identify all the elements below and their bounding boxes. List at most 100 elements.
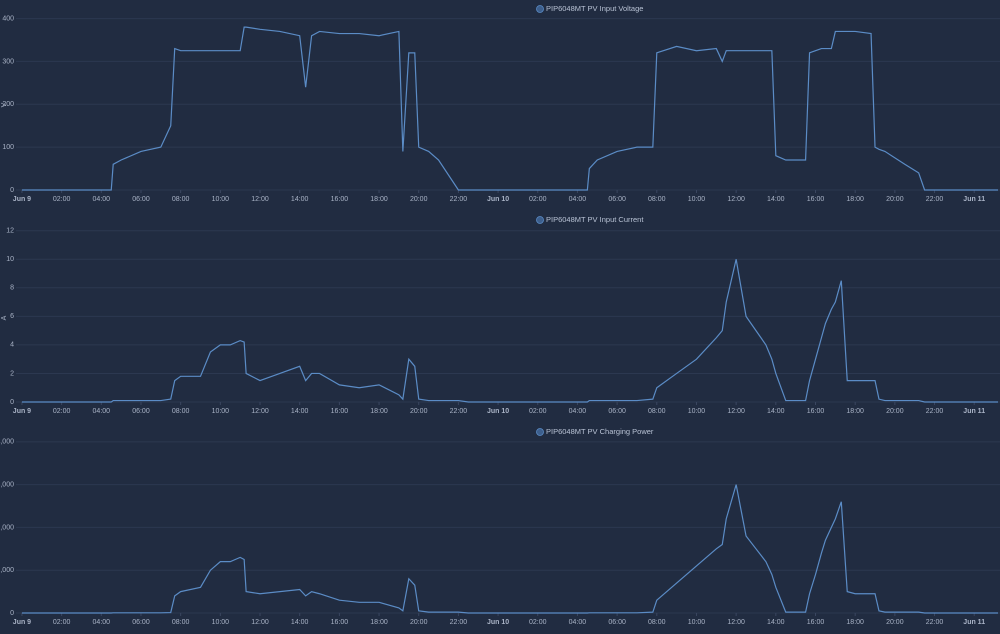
legend-marker xyxy=(536,428,544,436)
x-tick-label: 18:00 xyxy=(846,408,864,415)
y-tick-label: 2,000 xyxy=(0,524,14,531)
x-tick-label: 04:00 xyxy=(569,196,587,203)
x-tick-label: Jun 9 xyxy=(13,408,31,415)
x-tick-label: 04:00 xyxy=(93,619,111,626)
x-tick-label: Jun 10 xyxy=(487,619,509,626)
x-tick-label: 10:00 xyxy=(688,196,706,203)
series-line xyxy=(21,259,999,403)
x-tick-label: 12:00 xyxy=(251,619,269,626)
x-tick-label: 16:00 xyxy=(807,408,825,415)
x-tick-label: Jun 11 xyxy=(963,196,985,203)
y-tick-label: 10 xyxy=(6,256,14,263)
x-tick-label: 20:00 xyxy=(410,408,428,415)
x-tick-label: Jun 10 xyxy=(487,408,509,415)
x-tick-label: 06:00 xyxy=(132,196,150,203)
x-tick-label: 06:00 xyxy=(132,408,150,415)
y-tick-label: 200 xyxy=(2,101,14,108)
x-tick-label: 06:00 xyxy=(132,619,150,626)
y-tick-label: 100 xyxy=(2,144,14,151)
y-tick-label: 4,000 xyxy=(0,439,14,446)
x-tick-label: 06:00 xyxy=(608,619,626,626)
x-tick-label: Jun 11 xyxy=(963,619,985,626)
y-tick-label: 1,000 xyxy=(0,567,14,574)
x-tick-label: 18:00 xyxy=(370,619,388,626)
x-tick-label: 06:00 xyxy=(608,196,626,203)
series-line xyxy=(21,26,999,191)
x-tick-label: 16:00 xyxy=(331,408,349,415)
y-tick-label: 12 xyxy=(6,228,14,235)
x-tick-label: 22:00 xyxy=(926,408,944,415)
y-tick-label: 8 xyxy=(10,285,14,292)
x-tick-label: 20:00 xyxy=(886,619,904,626)
x-tick-label: 18:00 xyxy=(846,619,864,626)
x-tick-label: 10:00 xyxy=(212,619,230,626)
x-tick-label: 08:00 xyxy=(648,408,666,415)
x-tick-label: 02:00 xyxy=(53,408,71,415)
x-tick-label: 20:00 xyxy=(886,196,904,203)
legend-marker xyxy=(536,216,544,224)
x-tick-label: 18:00 xyxy=(846,196,864,203)
x-tick-label: 10:00 xyxy=(688,619,706,626)
x-tick-label: 04:00 xyxy=(93,408,111,415)
x-tick-label: 20:00 xyxy=(410,619,428,626)
x-tick-label: 18:00 xyxy=(370,408,388,415)
x-tick-label: 10:00 xyxy=(688,408,706,415)
x-tick-label: 02:00 xyxy=(53,619,71,626)
x-tick-label: 04:00 xyxy=(569,408,587,415)
x-tick-label: Jun 9 xyxy=(13,196,31,203)
x-tick-label: 14:00 xyxy=(767,619,785,626)
legend-marker xyxy=(536,5,544,13)
x-tick-label: 14:00 xyxy=(291,408,309,415)
x-tick-label: 14:00 xyxy=(767,408,785,415)
x-tick-label: 06:00 xyxy=(608,408,626,415)
x-tick-label: 08:00 xyxy=(648,196,666,203)
x-tick-label: 08:00 xyxy=(172,196,190,203)
y-tick-label: 3,000 xyxy=(0,481,14,488)
x-tick-label: 12:00 xyxy=(251,408,269,415)
y-tick-label: 2 xyxy=(10,370,14,377)
x-tick-label: 04:00 xyxy=(93,196,111,203)
y-axis-label: V xyxy=(1,102,8,107)
x-tick-label: 22:00 xyxy=(450,408,468,415)
x-tick-label: 22:00 xyxy=(450,619,468,626)
x-tick-label: 22:00 xyxy=(926,196,944,203)
x-tick-label: 02:00 xyxy=(53,196,71,203)
legend-label: PIP6048MT PV Charging Power xyxy=(546,427,654,436)
x-tick-label: 10:00 xyxy=(212,408,230,415)
x-tick-label: 14:00 xyxy=(767,196,785,203)
x-tick-label: 02:00 xyxy=(529,196,547,203)
legend-label: PIP6048MT PV Input Voltage xyxy=(546,4,643,13)
y-tick-label: 400 xyxy=(2,15,14,22)
x-tick-label: 14:00 xyxy=(291,196,309,203)
x-tick-label: 16:00 xyxy=(331,619,349,626)
x-tick-label: 04:00 xyxy=(569,619,587,626)
x-tick-label: 22:00 xyxy=(926,619,944,626)
x-tick-label: 18:00 xyxy=(370,196,388,203)
x-tick-label: 22:00 xyxy=(450,196,468,203)
legend-label: PIP6048MT PV Input Current xyxy=(546,215,644,224)
x-tick-label: 08:00 xyxy=(648,619,666,626)
x-tick-label: Jun 10 xyxy=(487,196,509,203)
x-tick-label: 16:00 xyxy=(807,619,825,626)
series-line xyxy=(21,484,999,614)
x-tick-label: 12:00 xyxy=(727,619,745,626)
y-tick-label: 4 xyxy=(10,342,14,349)
x-tick-label: 16:00 xyxy=(807,196,825,203)
x-tick-label: 12:00 xyxy=(727,408,745,415)
x-tick-label: 20:00 xyxy=(410,196,428,203)
x-tick-label: 16:00 xyxy=(331,196,349,203)
x-tick-label: 10:00 xyxy=(212,196,230,203)
x-tick-label: 08:00 xyxy=(172,408,190,415)
y-axis-label: A xyxy=(1,315,8,320)
x-tick-label: 02:00 xyxy=(529,408,547,415)
y-tick-label: 6 xyxy=(10,313,14,320)
x-tick-label: Jun 9 xyxy=(13,619,31,626)
y-tick-label: 0 xyxy=(10,187,14,194)
x-tick-label: 20:00 xyxy=(886,408,904,415)
x-tick-label: 02:00 xyxy=(529,619,547,626)
x-tick-label: 08:00 xyxy=(172,619,190,626)
y-tick-label: 300 xyxy=(2,58,14,65)
y-tick-label: 0 xyxy=(10,610,14,617)
y-tick-label: 0 xyxy=(10,399,14,406)
